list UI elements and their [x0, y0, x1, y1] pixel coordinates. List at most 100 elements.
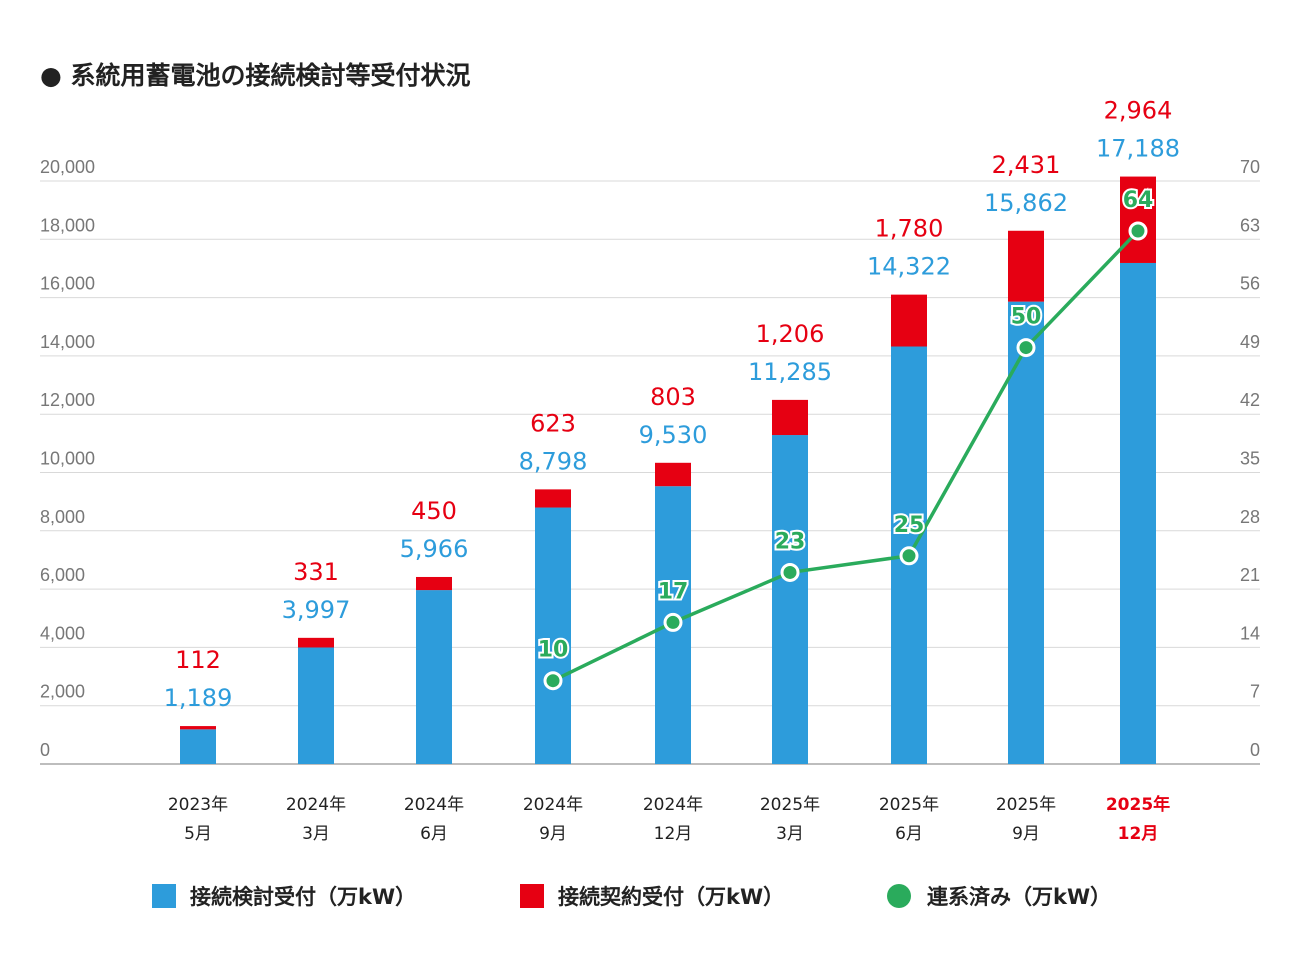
bar-label-connection-study: 8,798	[519, 447, 588, 475]
y-left-tick-label: 8,000	[40, 507, 85, 527]
bar-label-connection-study: 5,966	[400, 535, 469, 563]
bar-connection-contract	[1120, 176, 1156, 263]
bar-label-connection-contract: 2,964	[1104, 97, 1173, 125]
bar-connection-study	[416, 590, 452, 764]
x-tick-label-month: 12月	[654, 824, 693, 844]
x-tick-label-year: 2024年	[286, 795, 346, 815]
legend-swatch-connected	[887, 884, 911, 908]
bar-label-connection-study: 3,997	[282, 596, 351, 624]
bar-connection-study	[298, 647, 334, 764]
x-tick-label-month: 9月	[539, 824, 567, 844]
y-left-tick-label: 10,000	[40, 449, 95, 469]
legend: 接続検討受付（万kW） 接続契約受付（万kW） 連系済み（万kW）	[152, 884, 1111, 909]
y-right-tick-label: 49	[1240, 332, 1260, 352]
chart-title: ● 系統用蓄電池の接続検討等受付状況	[40, 61, 471, 90]
bar-connection-contract	[655, 462, 691, 487]
line-label-connected: 64	[1123, 188, 1154, 213]
y-right-tick-label: 0	[1250, 740, 1260, 760]
y-right-tick-label: 35	[1240, 449, 1260, 469]
x-tick-label-year: 2023年	[168, 795, 228, 815]
legend-label-connection-contract: 接続契約受付（万kW）	[558, 885, 784, 909]
y-right-tick-label: 42	[1240, 390, 1260, 410]
bar-labels: 1,189 112 3,997 331 5,966 450 8,798 623 9,530 803…	[164, 97, 1180, 713]
x-tick-label-month: 6月	[420, 824, 448, 844]
y-right-tick-label: 63	[1240, 215, 1260, 235]
x-tick-label-month: 3月	[302, 824, 330, 844]
line-label-connected: 10	[538, 638, 569, 663]
line-label-connected: 50	[1011, 305, 1042, 330]
y-axis-right: 0 7 14 21 28 35 42 49 56 63 70	[1240, 157, 1260, 760]
y-left-tick-label: 14,000	[40, 332, 95, 352]
x-tick-label-year: 2024年	[643, 795, 703, 815]
y-right-tick-label: 28	[1240, 507, 1260, 527]
line-point-connected	[780, 562, 800, 582]
x-tick-label-month: 6月	[895, 824, 923, 844]
bar-connection-contract	[298, 637, 334, 648]
x-tick-label-year: 2024年	[523, 795, 583, 815]
bar-label-connection-study: 9,530	[639, 421, 708, 449]
x-tick-label-month: 12月	[1118, 824, 1159, 844]
x-tick-label-year: 2025年	[760, 795, 820, 815]
y-left-tick-label: 16,000	[40, 274, 95, 294]
bar-connection-study	[1120, 262, 1156, 764]
bar-label-connection-study: 15,862	[984, 189, 1068, 217]
bar-label-connection-contract: 803	[650, 383, 696, 411]
bar-label-connection-study: 11,285	[748, 358, 832, 386]
bars	[180, 176, 1156, 764]
bar-connection-contract	[180, 726, 216, 730]
line-label-connected: 25	[894, 513, 925, 538]
bar-label-connection-contract: 450	[411, 497, 457, 525]
y-right-tick-label: 14	[1240, 623, 1260, 643]
line-series: 10 17 23 25 50 64	[536, 186, 1155, 691]
bar-label-connection-contract: 1,206	[756, 320, 825, 348]
bar-label-connection-study: 14,322	[867, 253, 951, 281]
y-left-tick-label: 4,000	[40, 623, 85, 643]
y-right-tick-label: 56	[1240, 274, 1260, 294]
y-left-tick-label: 6,000	[40, 565, 85, 585]
bar-label-connection-contract: 331	[293, 558, 339, 586]
bar-label-connection-study: 1,189	[164, 684, 233, 712]
x-tick-label-year: 2024年	[404, 795, 464, 815]
x-tick-label-year: 2025年	[879, 795, 939, 815]
y-right-tick-label: 7	[1250, 682, 1260, 702]
legend-label-connected: 連系済み（万kW）	[927, 885, 1111, 909]
legend-swatch-connection-contract	[520, 884, 544, 908]
x-tick-label-year: 2025年	[996, 795, 1056, 815]
y-left-tick-label: 2,000	[40, 682, 85, 702]
grid	[40, 180, 1260, 765]
bar-connection-contract	[1008, 230, 1044, 302]
y-left-tick-label: 0	[40, 740, 50, 760]
x-tick-label-year: 2025年	[1106, 794, 1170, 815]
y-left-tick-label: 18,000	[40, 215, 95, 235]
bar-label-connection-study: 17,188	[1096, 135, 1180, 163]
x-tick-label-month: 3月	[776, 824, 804, 844]
y-right-tick-label: 70	[1240, 157, 1260, 177]
x-tick-label-month: 9月	[1012, 824, 1040, 844]
line-point-connected	[1016, 338, 1036, 358]
line-point-connected	[543, 671, 563, 691]
line-connected	[552, 229, 1140, 683]
x-axis: 2023年 5月 2024年 3月 2024年 6月 2024年 9月 2024年 12月 2025…	[168, 794, 1170, 844]
bar-label-connection-contract: 112	[175, 646, 221, 674]
bar-connection-contract	[891, 294, 927, 347]
bar-connection-contract	[416, 576, 452, 591]
y-axis-left: 0 2,000 4,000 6,000 8,000 10,000 12,000 14,000 1…	[40, 157, 95, 760]
legend-label-connection-study: 接続検討受付（万kW）	[190, 885, 416, 909]
line-label-connected: 17	[658, 579, 689, 604]
line-point-connected	[663, 612, 683, 632]
y-left-tick-label: 20,000	[40, 157, 95, 177]
line-point-connected	[1128, 221, 1148, 241]
bar-connection-contract	[535, 489, 571, 508]
line-label-connected: 23	[775, 529, 806, 554]
line-point-connected	[899, 546, 919, 566]
bar-label-connection-contract: 623	[530, 409, 576, 437]
y-left-tick-label: 12,000	[40, 390, 95, 410]
bar-label-connection-contract: 2,431	[992, 151, 1061, 179]
bar-connection-study	[1008, 301, 1044, 764]
bar-connection-study	[535, 507, 571, 764]
bar-label-connection-contract: 1,780	[875, 215, 944, 243]
x-tick-label-month: 5月	[184, 824, 212, 844]
bar-connection-contract	[772, 399, 808, 436]
